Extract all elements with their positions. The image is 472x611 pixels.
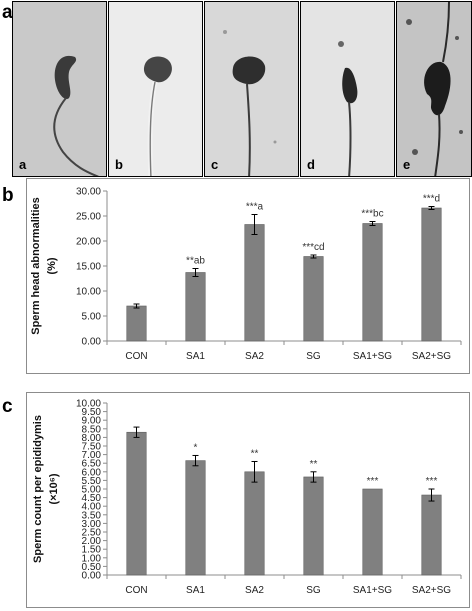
bar (362, 488, 383, 576)
sperm-photo-d: d (300, 1, 395, 177)
bar (185, 460, 206, 576)
y-tick-label: 25.00 (76, 212, 101, 223)
category-label: SG (306, 351, 321, 362)
bar (303, 256, 324, 342)
panel-b-letter: b (2, 185, 14, 206)
bar (421, 207, 442, 342)
chart-b-frame: 0.00 5.00 10.00 15.00 20.00 25.00 30.00 CON **ab… (26, 178, 470, 374)
y-tick-label: 5.50 (82, 476, 102, 487)
panel-a-letter: a (2, 2, 13, 23)
sperm-photo-c: c (204, 1, 299, 177)
y-tick-label: 2.00 (82, 536, 102, 547)
bar (185, 272, 206, 342)
y-tick-label: 10.00 (76, 287, 101, 298)
y-tick-label: 8.00 (82, 433, 102, 444)
y-tick-label: 7.00 (82, 450, 102, 461)
significance-label: ***a (246, 202, 264, 213)
significance-label: ***bc (361, 209, 383, 220)
category-label: SA1+SG (353, 585, 392, 596)
y-tick-label: 9.50 (82, 407, 102, 418)
significance-label: ***cd (302, 242, 324, 253)
category-label: SA2 (245, 585, 264, 596)
bar (421, 494, 442, 576)
photo-label-b: b (115, 157, 123, 172)
y-axis-title-unit: (×10⁶) (48, 473, 60, 504)
category-label: SA1+SG (353, 351, 392, 362)
panel-c-letter: c (2, 396, 13, 417)
y-tick-label: 30.00 (76, 187, 101, 198)
y-tick-label: 0.00 (82, 337, 102, 348)
y-tick-label: 6.50 (82, 459, 102, 470)
bar (244, 224, 265, 342)
y-tick-label: 4.00 (82, 502, 102, 513)
y-tick-label: 5.00 (82, 312, 102, 323)
y-axis-title: Sperm count per epididymis (32, 415, 44, 563)
significance-label: ***d (423, 194, 440, 205)
bar (303, 476, 324, 576)
y-axis-title-unit: (%) (46, 257, 58, 274)
y-tick-label: 7.50 (82, 442, 102, 453)
category-label: CON (125, 351, 147, 362)
significance-label: *** (426, 476, 438, 487)
photo-label-a: a (19, 157, 27, 172)
y-tick-label: 3.00 (82, 519, 102, 530)
photo-label-e: e (403, 157, 411, 172)
y-tick-label: 0.50 (82, 562, 102, 573)
y-tick-label: 5.00 (82, 485, 102, 496)
significance-label: *** (367, 476, 379, 487)
y-axis-title: Sperm head abnormalities (30, 197, 42, 335)
sperm-photo-a: a (12, 1, 107, 177)
category-label: SA1 (186, 351, 205, 362)
sperm-count-chart: 0.000.501.001.502.002.503.003.504.004.50… (32, 399, 462, 596)
photo-label-d: d (307, 157, 315, 172)
category-label: SA2+SG (412, 351, 451, 362)
y-tick-label: 15.00 (76, 262, 101, 273)
bar (126, 431, 147, 576)
bar (126, 305, 147, 342)
bar (362, 223, 383, 342)
chart-c-frame: 0.00 0.50 1.00 1.50 2.00 2.50 3.00 3.50 4.00 4.50… (26, 392, 470, 608)
category-label: SA1 (186, 585, 205, 596)
y-tick-label: 1.50 (82, 545, 102, 556)
sperm-head-abnormalities-chart: 0.00 5.00 10.00 15.00 20.00 25.00 30.00 CON **ab… (30, 187, 462, 362)
y-tick-label: 1.00 (82, 553, 102, 564)
significance-label: * (194, 442, 198, 453)
y-tick-label: 3.50 (82, 510, 102, 521)
category-label: CON (125, 585, 147, 596)
y-tick-label: 20.00 (76, 237, 101, 248)
y-tick-label: 2.50 (82, 528, 102, 539)
y-tick-label: 0.00 (82, 571, 102, 582)
category-label: SG (306, 585, 321, 596)
y-tick-label: 6.00 (82, 467, 102, 478)
bar (244, 471, 265, 576)
sperm-photo-row: a b c d (12, 1, 472, 177)
sperm-photo-b: b (108, 1, 203, 177)
category-label: SA2 (245, 351, 264, 362)
y-tick-label: 9.00 (82, 416, 102, 427)
y-tick-label: 4.50 (82, 493, 102, 504)
y-tick-label: 10.00 (76, 399, 101, 410)
y-tick-label: 8.50 (82, 424, 102, 435)
photo-label-c: c (211, 157, 219, 172)
significance-label: **ab (186, 256, 205, 267)
sperm-photo-e: e (396, 1, 472, 177)
significance-label: ** (251, 448, 259, 459)
category-label: SA2+SG (412, 585, 451, 596)
significance-label: ** (310, 459, 318, 470)
